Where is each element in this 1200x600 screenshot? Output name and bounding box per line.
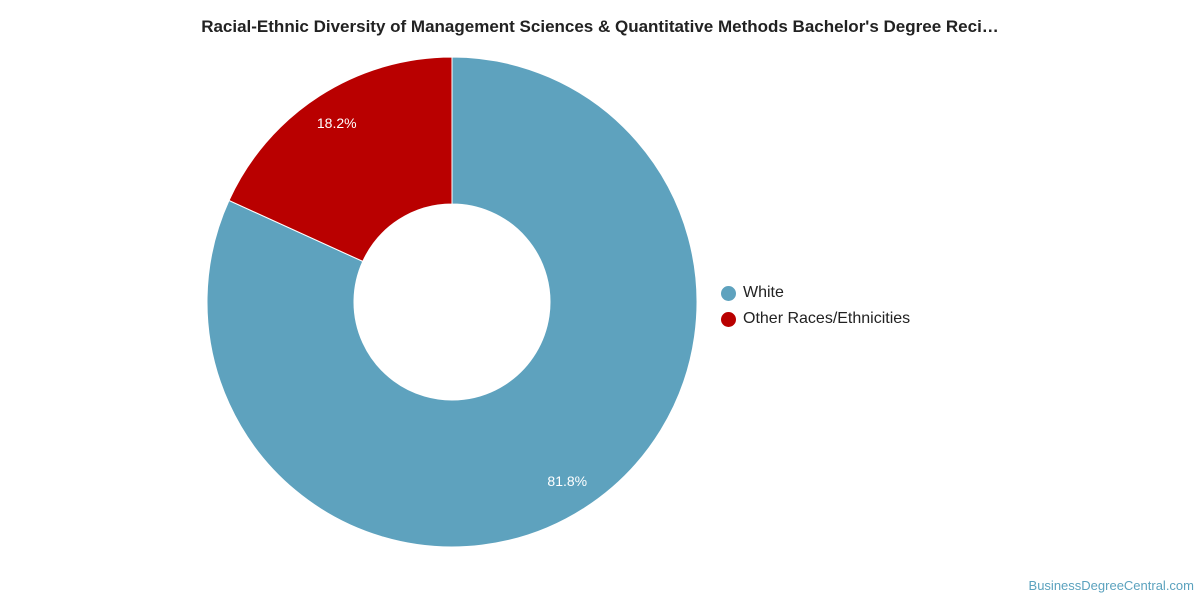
legend-swatch-white <box>721 285 736 301</box>
slice-labels: 81.8% 18.2% <box>317 115 587 489</box>
slice-other-races[interactable] <box>228 56 453 263</box>
legend-item-other-races[interactable]: Other Races/Ethnicities <box>721 306 910 332</box>
legend-label-white: White <box>743 284 784 301</box>
legend-swatch-other-races <box>721 311 736 327</box>
legend-label-other-races: Other Races/Ethnicities <box>743 310 911 327</box>
slice-label-white: 81.8% <box>547 473 587 489</box>
watermark-link[interactable]: BusinessDegreeCentral.com <box>1028 578 1194 593</box>
legend: White Other Races/Ethnicities <box>721 280 910 332</box>
chart-title: Racial-Ethnic Diversity of Management Sc… <box>201 17 999 36</box>
legend-item-white[interactable]: White <box>721 280 910 306</box>
slice-label-other-races: 18.2% <box>317 115 357 131</box>
donut-slices <box>206 56 698 548</box>
slice-white[interactable] <box>206 56 698 548</box>
